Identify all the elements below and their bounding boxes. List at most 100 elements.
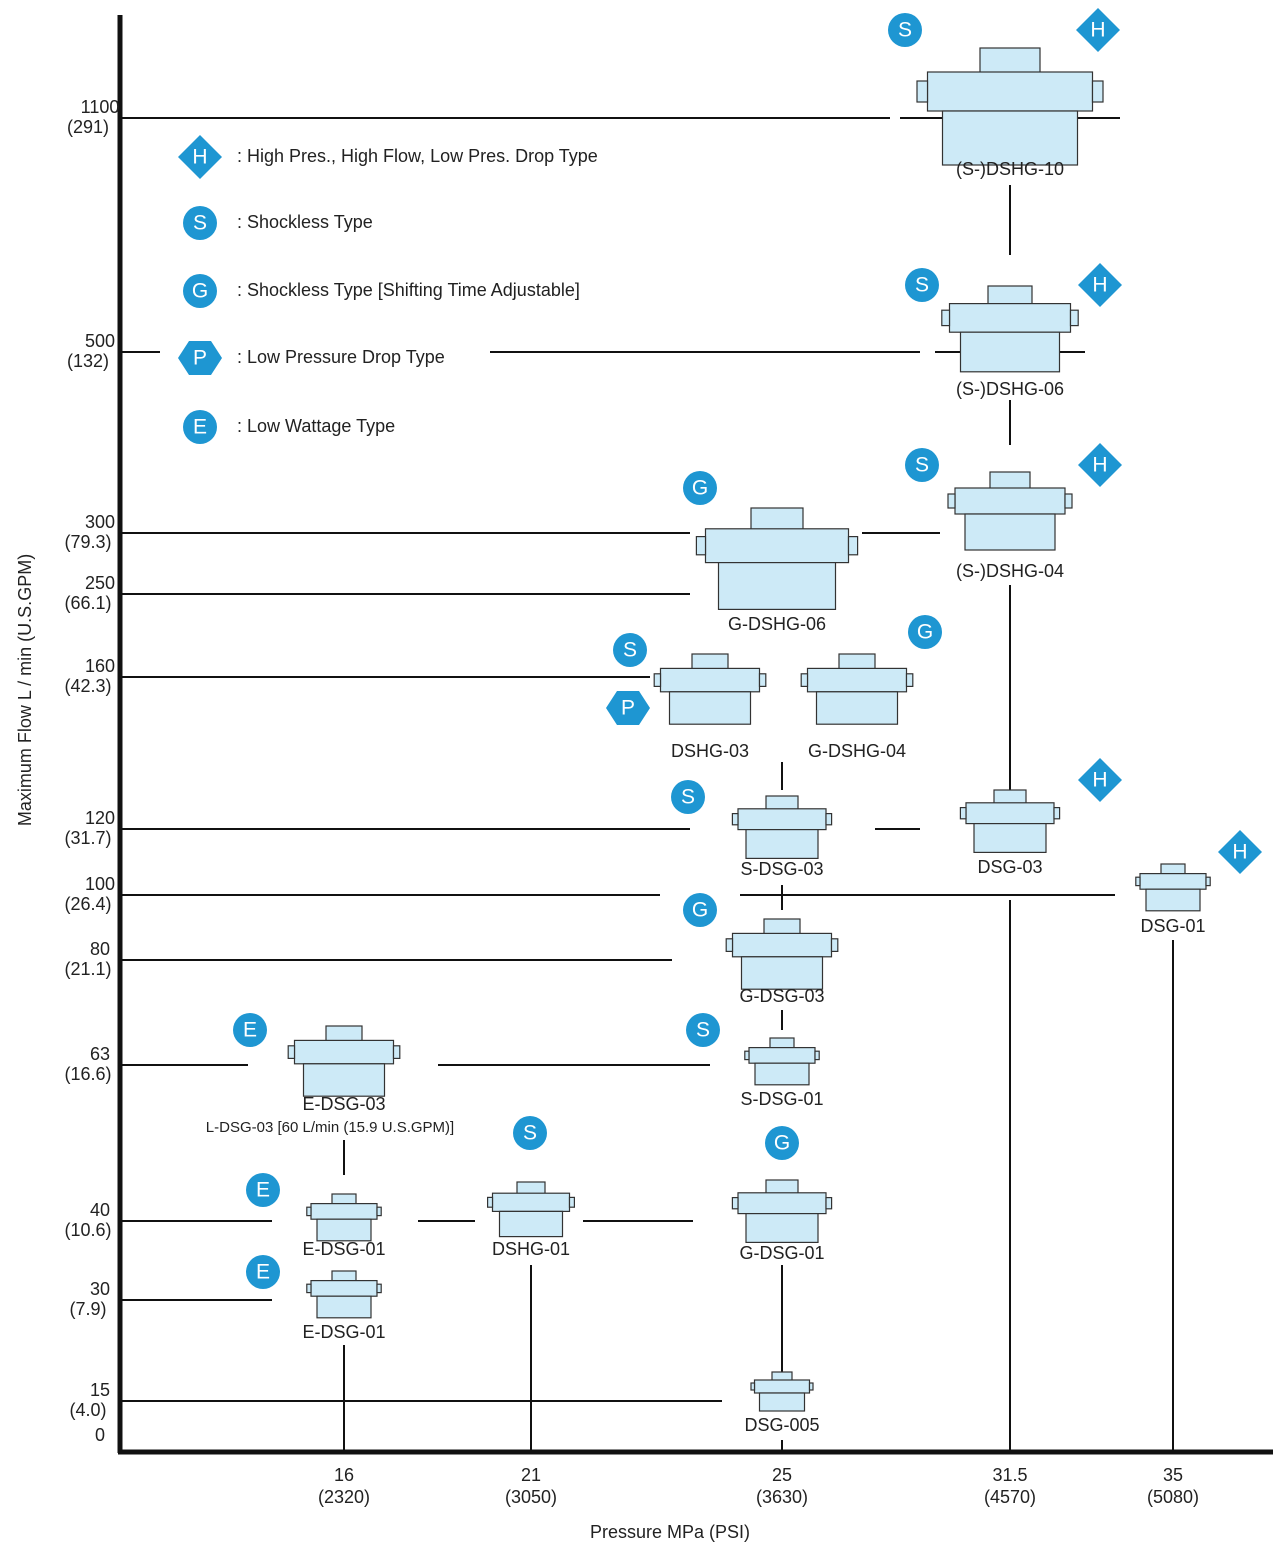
badge bbox=[671, 780, 705, 814]
valve-label: (S-)DSHG-10 bbox=[956, 159, 1064, 179]
y-tick-label: (26.4) bbox=[64, 894, 111, 914]
valve-label: G-DSG-01 bbox=[739, 1243, 824, 1263]
valve-part bbox=[717, 561, 837, 610]
valve-part bbox=[905, 673, 914, 687]
y-tick-label: (42.3) bbox=[64, 676, 111, 696]
valve-part bbox=[325, 1025, 363, 1043]
valve-part bbox=[310, 1202, 378, 1220]
badge-h bbox=[1078, 263, 1122, 307]
badge-letter: S bbox=[623, 639, 637, 662]
valve-label: G-DSHG-06 bbox=[728, 614, 826, 634]
y-tick-label: 100 bbox=[85, 874, 115, 894]
valve-part bbox=[964, 513, 1056, 551]
valve-part bbox=[737, 1192, 827, 1215]
valve-label: DSG-03 bbox=[977, 857, 1042, 877]
y-tick-label: (10.6) bbox=[64, 1220, 111, 1240]
valve-part bbox=[947, 493, 956, 509]
valve-label: E-DSG-01 bbox=[302, 1239, 385, 1259]
x-tick-label: (4570) bbox=[984, 1487, 1036, 1507]
valve bbox=[731, 795, 833, 859]
valve-part bbox=[758, 673, 767, 687]
x-tick-label: (5080) bbox=[1147, 1487, 1199, 1507]
badge-letter: H bbox=[1090, 19, 1105, 42]
valve-part bbox=[725, 938, 734, 952]
valve-part bbox=[316, 1295, 372, 1319]
badge bbox=[183, 410, 217, 444]
badge bbox=[183, 206, 217, 240]
x-tick-label: (2320) bbox=[318, 1487, 370, 1507]
valve-part bbox=[731, 932, 833, 958]
valve-part bbox=[744, 1050, 750, 1061]
valve-part bbox=[392, 1045, 401, 1060]
y-tick-label: (132) bbox=[67, 351, 109, 371]
badge bbox=[183, 274, 217, 308]
y-tick-label: 40 bbox=[90, 1200, 110, 1220]
valve-part bbox=[1145, 888, 1201, 912]
valve bbox=[916, 47, 1104, 166]
valve-part bbox=[750, 1382, 756, 1391]
y-tick-label: 15 bbox=[90, 1380, 110, 1400]
valve-part bbox=[948, 303, 1072, 333]
badge-letter: S bbox=[681, 786, 695, 809]
valve-label: E-DSG-03 bbox=[302, 1094, 385, 1114]
valve-part bbox=[838, 653, 876, 671]
valve-part bbox=[753, 1379, 811, 1394]
y-tick-label: (21.1) bbox=[64, 959, 111, 979]
x-tick-label: (3630) bbox=[756, 1487, 808, 1507]
badge-letter: H bbox=[1092, 769, 1107, 792]
x-tick-label: (3050) bbox=[505, 1487, 557, 1507]
valve-part bbox=[1064, 493, 1073, 509]
badge-letter: G bbox=[774, 1132, 790, 1155]
badge-letter: E bbox=[256, 1179, 270, 1202]
valve-label: G-DSHG-04 bbox=[808, 741, 906, 761]
x-tick-label: 16 bbox=[334, 1465, 354, 1485]
valve bbox=[959, 789, 1061, 853]
badge bbox=[683, 471, 717, 505]
valve-label: S-DSG-03 bbox=[740, 859, 823, 879]
valve-part bbox=[653, 673, 662, 687]
badge bbox=[683, 893, 717, 927]
valve-part bbox=[954, 487, 1066, 515]
valve-part bbox=[959, 806, 967, 820]
badge-letter: S bbox=[193, 212, 207, 235]
y-tick-label: 250 bbox=[85, 573, 115, 593]
valve-part bbox=[758, 1392, 806, 1412]
badge-p bbox=[606, 691, 650, 725]
valve-label: S-DSG-01 bbox=[740, 1089, 823, 1109]
y-tick-label: 30 bbox=[90, 1279, 110, 1299]
valve-part bbox=[959, 331, 1061, 373]
valve-part bbox=[830, 938, 839, 952]
valve-part bbox=[1053, 806, 1061, 820]
valve-part bbox=[491, 1192, 571, 1212]
badge-letter: S bbox=[696, 1019, 710, 1042]
valve-part bbox=[1139, 872, 1207, 890]
valve-part bbox=[1091, 80, 1104, 103]
valve-part bbox=[825, 812, 833, 826]
valve-part bbox=[941, 110, 1079, 166]
badge-letter: G bbox=[692, 477, 708, 500]
badge bbox=[513, 1116, 547, 1150]
valve-label: (S-)DSHG-06 bbox=[956, 379, 1064, 399]
badge-letter: S bbox=[523, 1122, 537, 1145]
y-tick-label: (31.7) bbox=[64, 828, 111, 848]
y-title: Maximum Flow L / min (U.S.GPM) bbox=[15, 554, 35, 826]
y-tick-label: 120 bbox=[85, 808, 115, 828]
y-tick-label: 63 bbox=[90, 1044, 110, 1064]
y-tick-label: (4.0) bbox=[69, 1400, 106, 1420]
valve-label: DSG-01 bbox=[1140, 916, 1205, 936]
valve-part bbox=[941, 309, 951, 327]
badge-letter: P bbox=[193, 347, 207, 370]
badge bbox=[908, 615, 942, 649]
badge bbox=[905, 448, 939, 482]
valve bbox=[941, 285, 1079, 373]
x-tick-label: 31.5 bbox=[992, 1465, 1027, 1485]
lines bbox=[120, 117, 1174, 1452]
valve-part bbox=[965, 802, 1055, 825]
x-tick-label: 25 bbox=[772, 1465, 792, 1485]
badge-letter: G bbox=[692, 899, 708, 922]
y-tick-label: (291) bbox=[67, 117, 109, 137]
valve-part bbox=[659, 667, 761, 693]
valve-part bbox=[1069, 309, 1079, 327]
y-tick-label: (7.9) bbox=[69, 1299, 106, 1319]
valve-part bbox=[825, 1196, 833, 1210]
